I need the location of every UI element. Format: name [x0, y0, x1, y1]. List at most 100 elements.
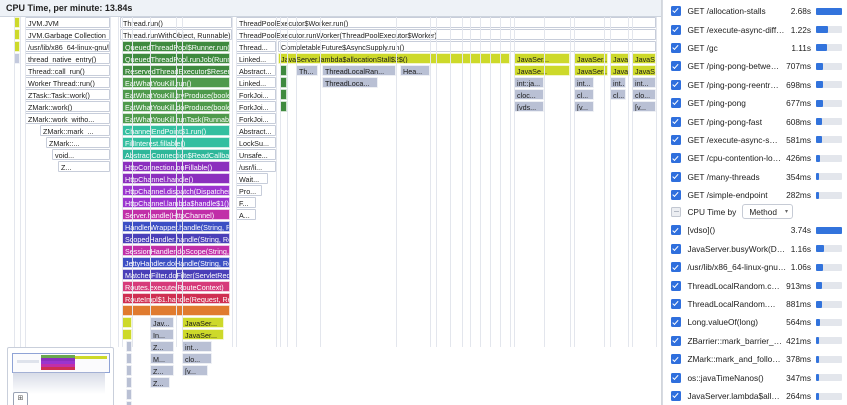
- flamegraph-frame[interactable]: In...: [150, 329, 174, 340]
- minimap-viewport[interactable]: [12, 353, 110, 373]
- endpoint-checkbox[interactable]: [671, 79, 682, 90]
- flamegraph-frame[interactable]: Pro...: [236, 185, 262, 196]
- flamegraph-frame[interactable]: ZTask::Task::work(): [25, 89, 110, 100]
- flamegraph-frame[interactable]: int...: [610, 77, 626, 88]
- flamegraph-frame[interactable]: ZMark::mark_...: [40, 125, 110, 136]
- flamegraph-frame[interactable]: Abstract...: [236, 125, 276, 136]
- expand-icon[interactable]: ⊞: [13, 392, 28, 405]
- flamegraph-frame[interactable]: int::ja...: [514, 77, 544, 88]
- flamegraph-frame[interactable]: [v...: [574, 101, 594, 112]
- flamegraph-frame[interactable]: thread_native_entry(): [25, 53, 110, 64]
- group-by-select[interactable]: Method ▾: [742, 204, 794, 220]
- endpoint-row[interactable]: GET /ping-pong 677ms: [663, 94, 847, 112]
- flamegraph-canvas[interactable]: JVM.JVM Thread.run() ThreadPoolExecutor$Wo…: [0, 17, 662, 405]
- method-checkbox[interactable]: [671, 335, 682, 346]
- method-row[interactable]: ZMark::mark_and_follow() 378ms: [663, 350, 847, 368]
- flamegraph-frame[interactable]: [280, 65, 287, 76]
- minimap-overview[interactable]: ⊞: [7, 347, 114, 405]
- method-row[interactable]: /usr/lib/x86_64-linux-gnu/libc.so... 1.06…: [663, 258, 847, 276]
- flamegraph-frame[interactable]: clo...: [632, 89, 656, 100]
- endpoint-row[interactable]: GET /execute-async-same-du... 581ms: [663, 131, 847, 149]
- endpoint-checkbox[interactable]: [671, 153, 682, 164]
- endpoint-row[interactable]: GET /allocation-stalls 2.68s: [663, 2, 847, 20]
- flamegraph-frame[interactable]: [126, 341, 132, 352]
- method-checkbox[interactable]: [671, 262, 682, 273]
- flamegraph-frame[interactable]: [280, 89, 287, 100]
- flamegraph-frame[interactable]: ZMark::work_witho...: [25, 113, 110, 124]
- flamegraph-frame[interactable]: Z...: [150, 365, 174, 376]
- flamegraph-frame[interactable]: Linked...: [236, 53, 276, 64]
- endpoint-checkbox[interactable]: [671, 116, 682, 127]
- flamegraph-frame[interactable]: ForkJoi...: [236, 101, 276, 112]
- endpoint-row[interactable]: GET /ping-pong-fast 608ms: [663, 112, 847, 130]
- flamegraph-frame[interactable]: JavaSer...: [632, 53, 656, 64]
- method-checkbox[interactable]: [671, 225, 682, 236]
- flamegraph-frame[interactable]: [vds...: [514, 101, 544, 112]
- flamegraph-frame[interactable]: /usr/lib/x86_64-linux-gnu/li...: [25, 41, 110, 52]
- flamegraph-frame[interactable]: JavaSer...: [610, 53, 630, 64]
- endpoint-checkbox[interactable]: [671, 171, 682, 182]
- method-checkbox[interactable]: [671, 299, 682, 310]
- flamegraph-frame[interactable]: [122, 317, 132, 328]
- method-row[interactable]: JavaServer.busyWork(Duration) 1.16s: [663, 240, 847, 258]
- flamegraph-frame[interactable]: Z...: [150, 377, 170, 388]
- flamegraph-frame[interactable]: ZMark::work(): [25, 101, 110, 112]
- flamegraph-frame[interactable]: JavaSer...: [574, 65, 608, 76]
- flamegraph-frame[interactable]: F...: [236, 197, 256, 208]
- flamegraph-frame[interactable]: ThreadLocalRan...: [322, 65, 396, 76]
- flamegraph-frame[interactable]: [280, 77, 287, 88]
- method-checkbox[interactable]: [671, 391, 682, 401]
- flamegraph-frame[interactable]: Worker Thread::run(): [25, 77, 110, 88]
- group-by-control[interactable]: CPU Time by Method ▾: [663, 204, 847, 220]
- endpoint-row[interactable]: GET /cpu-contention-long-re... 426ms: [663, 149, 847, 167]
- flamegraph-frame[interactable]: JavaSer...: [632, 65, 656, 76]
- flamegraph-frame[interactable]: cloc...: [514, 89, 544, 100]
- flamegraph-frame[interactable]: Thread::call_run(): [25, 65, 110, 76]
- flamegraph-frame[interactable]: Wait...: [236, 173, 268, 184]
- endpoint-row[interactable]: GET /execute-async-different-... 1.22s: [663, 20, 847, 38]
- flamegraph-frame[interactable]: Th...: [296, 65, 318, 76]
- flamegraph-frame[interactable]: Unsafe...: [236, 149, 276, 160]
- flamegraph-frame[interactable]: JavaSer...: [182, 329, 224, 340]
- flamegraph-frame[interactable]: ThreadLoca...: [322, 77, 378, 88]
- flamegraph-frame[interactable]: JVM.Garbage Collection: [25, 29, 110, 40]
- endpoint-checkbox[interactable]: [671, 190, 682, 201]
- flamegraph-frame[interactable]: Z...: [150, 341, 174, 352]
- flamegraph-frame[interactable]: JavaServer.lambda$allocationStall$2$(): [278, 53, 510, 64]
- endpoint-row[interactable]: GET /ping-pong-reentrant-lock 698ms: [663, 76, 847, 94]
- flamegraph-frame[interactable]: void...: [52, 149, 110, 160]
- flamegraph-frame[interactable]: ZMark::...: [46, 137, 110, 148]
- method-checkbox[interactable]: [671, 354, 682, 365]
- flamegraph-frame[interactable]: JVM.JVM: [25, 17, 110, 28]
- endpoint-checkbox[interactable]: [671, 24, 682, 35]
- flamegraph-frame[interactable]: int...: [182, 341, 212, 352]
- flamegraph-frame[interactable]: clo...: [182, 353, 212, 364]
- flamegraph-frame[interactable]: JavaSer...: [574, 53, 608, 64]
- flamegraph-frame[interactable]: [126, 389, 132, 400]
- flamegraph-frame[interactable]: /usr/li...: [236, 161, 276, 172]
- flamegraph-frame[interactable]: Linked...: [236, 77, 276, 88]
- method-row[interactable]: [vdso]() 3.74s: [663, 221, 847, 239]
- flamegraph-frame[interactable]: [126, 401, 132, 405]
- flamegraph-frame[interactable]: [280, 101, 287, 112]
- method-checkbox[interactable]: [671, 243, 682, 254]
- endpoint-row[interactable]: GET /many-threads 354ms: [663, 168, 847, 186]
- flamegraph-frame[interactable]: [122, 329, 132, 340]
- flamegraph-frame[interactable]: [v...: [632, 101, 656, 112]
- flamegraph-frame[interactable]: int...: [574, 77, 594, 88]
- method-checkbox[interactable]: [671, 317, 682, 328]
- flamegraph-frame[interactable]: cl...: [610, 89, 626, 100]
- flamegraph-frame[interactable]: Z...: [58, 161, 110, 172]
- flamegraph-frame[interactable]: ThreadPoolExecutor$Worker.run(): [236, 17, 656, 28]
- method-row[interactable]: ThreadLocalRandom.current() 913ms: [663, 276, 847, 294]
- flamegraph-frame[interactable]: ForkJoi...: [236, 89, 276, 100]
- flamegraph-frame[interactable]: ThreadPoolExecutor.runWorker(ThreadPoolE…: [236, 29, 656, 40]
- flamegraph-frame[interactable]: [126, 353, 132, 364]
- endpoint-checkbox[interactable]: [671, 98, 682, 109]
- endpoint-row[interactable]: GET /simple-endpoint 282ms: [663, 186, 847, 204]
- flamegraph-frame[interactable]: ForkJoi...: [236, 113, 276, 124]
- endpoint-checkbox[interactable]: [671, 6, 682, 17]
- flamegraph-frame[interactable]: [126, 365, 132, 376]
- flamegraph-frame[interactable]: LockSu...: [236, 137, 276, 148]
- endpoint-row[interactable]: GET /ping-pong-between-re... 707ms: [663, 57, 847, 75]
